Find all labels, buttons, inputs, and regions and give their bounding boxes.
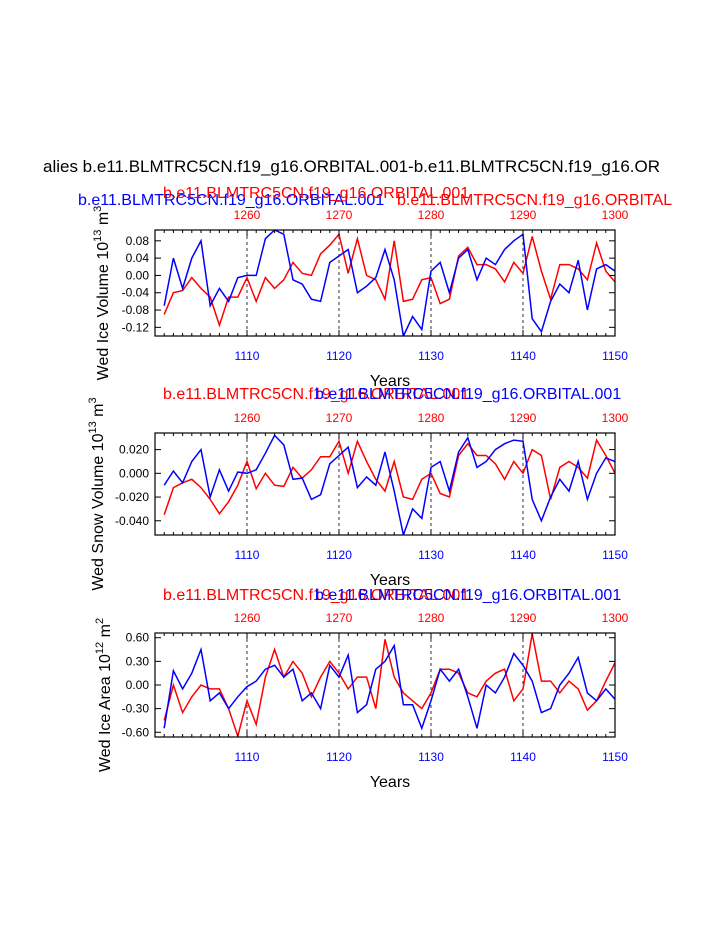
top-series-title-blue: b.e11.BLMTRC5CN.f19_g16.ORBITAL.001 [78, 192, 384, 209]
y-label-unit: m [97, 624, 114, 642]
x-axis-label: Years [370, 373, 410, 390]
y-label-text: Wed Ice Volume 10 [95, 242, 112, 381]
y-label-unit-exponent: 3 [92, 206, 104, 212]
y-tick-label: -0.08 [122, 303, 150, 317]
y-axis-label: Wed Ice Volume 1013 m3 [92, 206, 112, 381]
series-line-blue [163, 434, 615, 535]
main-title: alies b.e11.BLMTRC5CN.f19_g16.ORBITAL.00… [43, 157, 660, 176]
x-tick-label-top: 1270 [326, 208, 353, 222]
x-tick-label-bottom: 1110 [235, 349, 260, 363]
panel-title-red: b.e11.BLMTRC5CN.f19_g16.ORBITAL.001 [163, 386, 469, 403]
x-tick-label-bottom: 1130 [418, 548, 444, 562]
y-label-unit-exponent: 2 [94, 618, 106, 624]
y-tick-label: 0.020 [119, 443, 149, 457]
series-line-blue [163, 643, 615, 731]
y-axis-label: Wed Snow Volume 1013 m3 [87, 397, 107, 590]
x-tick-label-bottom: 1120 [326, 750, 352, 764]
x-tick-label-bottom: 1150 [602, 548, 628, 562]
y-label-text: Wed Snow Volume 10 [90, 433, 107, 590]
x-tick-label-top: 1290 [510, 611, 537, 625]
x-tick-label-bottom: 1120 [326, 548, 352, 562]
y-tick-label: 0.08 [126, 234, 150, 248]
x-tick-label-top: 1260 [234, 411, 261, 425]
y-axis-label: Wed Ice Area 1012 m2 [94, 618, 114, 772]
x-axis-label: Years [370, 572, 410, 589]
panel-2: b.e11.BLMTRC5CN.f19_g16.ORBITAL.001b.e11… [87, 386, 629, 591]
y-tick-label: -0.60 [122, 725, 150, 739]
y-tick-label: -0.040 [115, 514, 149, 528]
y-label-unit: m [95, 212, 112, 230]
y-label-exponent: 13 [87, 421, 99, 433]
series-line-red [163, 438, 615, 516]
y-label-exponent: 12 [94, 642, 106, 654]
x-tick-label-top: 1270 [326, 611, 353, 625]
panel-title-red: b.e11.BLMTRC5CN.f19_g16.ORBITAL.001 [163, 185, 469, 202]
x-tick-label-bottom: 1140 [510, 750, 536, 764]
y-tick-label: 0.04 [126, 251, 150, 265]
panel-title-red: b.e11.BLMTRC5CN.f19_g16.ORBITAL.001 [163, 587, 469, 604]
y-tick-label: -0.12 [122, 320, 150, 334]
x-tick-label-bottom: 1110 [235, 750, 260, 764]
x-tick-label-bottom: 1110 [235, 548, 260, 562]
x-tick-label-bottom: 1140 [510, 349, 536, 363]
panel-3: b.e11.BLMTRC5CN.f19_g16.ORBITAL.001b.e11… [94, 587, 629, 791]
y-tick-label: 0.00 [126, 678, 150, 692]
x-axis-label: Years [370, 774, 410, 791]
y-tick-label: 0.000 [119, 466, 149, 480]
x-tick-label-top: 1260 [234, 208, 261, 222]
x-tick-label-top: 1280 [418, 611, 445, 625]
y-tick-label: 0.00 [126, 268, 150, 282]
y-tick-label: 0.60 [126, 631, 150, 645]
x-tick-label-bottom: 1150 [602, 750, 628, 764]
series-line-red [163, 633, 615, 737]
series-line-red [163, 232, 615, 328]
x-tick-label-top: 1300 [602, 208, 629, 222]
y-label-text: Wed Ice Area 10 [97, 654, 114, 772]
x-tick-label-bottom: 1120 [326, 349, 352, 363]
x-tick-label-top: 1270 [326, 411, 353, 425]
x-tick-label-bottom: 1150 [602, 349, 628, 363]
y-label-unit: m [90, 403, 107, 421]
y-tick-label: -0.04 [122, 286, 150, 300]
top-series-title-red: b.e11.BLMTRC5CN.f19_g16.ORBITAL [397, 192, 672, 209]
x-tick-label-top: 1290 [510, 411, 537, 425]
y-tick-label: 0.30 [126, 654, 150, 668]
x-tick-label-top: 1300 [602, 411, 629, 425]
y-label-unit-exponent: 3 [87, 397, 99, 403]
panel-title-blue: b.e11.BLMTRC5CN.f19_g16.ORBITAL.001 [315, 386, 621, 403]
x-tick-label-top: 1290 [510, 208, 537, 222]
y-tick-label: -0.30 [122, 702, 150, 716]
y-label-exponent: 13 [92, 230, 104, 242]
x-tick-label-top: 1300 [602, 611, 629, 625]
panel-title-blue: b.e11.BLMTRC5CN.f19_g16.ORBITAL.001 [315, 587, 621, 604]
x-tick-label-top: 1280 [418, 208, 445, 222]
panels: b.e11.BLMTRC5CN.f19_g16.ORBITAL.001 0.08 0… [87, 185, 629, 791]
series-line-blue [163, 230, 615, 336]
x-tick-label-bottom: 1140 [510, 548, 536, 562]
panel-1: b.e11.BLMTRC5CN.f19_g16.ORBITAL.001 0.08 0… [92, 185, 629, 390]
x-tick-label-top: 1260 [234, 611, 261, 625]
x-tick-label-top: 1280 [418, 411, 445, 425]
x-tick-label-bottom: 1130 [418, 750, 444, 764]
y-tick-label: -0.020 [115, 490, 149, 504]
x-tick-label-bottom: 1130 [418, 349, 444, 363]
